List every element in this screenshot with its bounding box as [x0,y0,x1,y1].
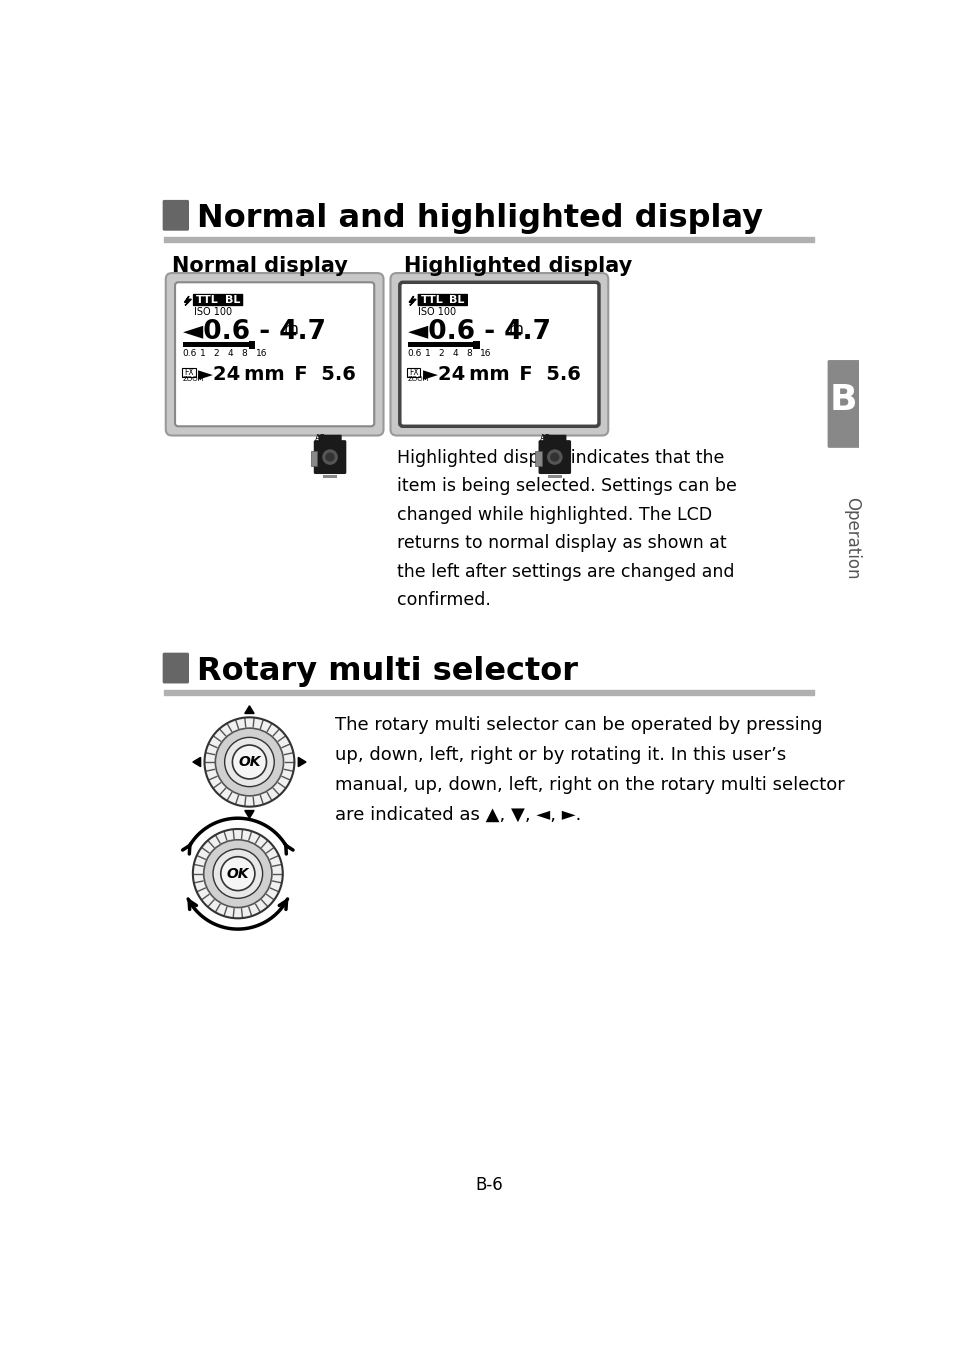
Text: AF: AF [539,434,550,443]
Text: 8: 8 [466,348,472,358]
Text: 2: 2 [438,348,444,358]
FancyBboxPatch shape [318,434,341,445]
Text: Operation: Operation [842,498,861,580]
Text: m: m [508,323,522,338]
Bar [249,340,254,348]
Polygon shape [245,706,253,713]
Bar [547,475,561,477]
Bar [311,451,316,467]
Text: m: m [283,323,298,338]
Text: The rotary multi selector can be operated by pressing
up, down, left, right or b: The rotary multi selector can be operate… [335,716,843,823]
FancyBboxPatch shape [162,200,189,231]
Circle shape [546,449,562,465]
Text: 0.6: 0.6 [183,348,197,358]
Bar [407,343,473,347]
Text: ►24 mm F 5.6: ►24 mm F 5.6 [198,366,355,385]
Polygon shape [409,296,416,305]
FancyBboxPatch shape [174,282,374,426]
Text: 8: 8 [241,348,247,358]
Text: BL: BL [449,295,464,305]
Text: 1: 1 [424,348,430,358]
Circle shape [321,449,338,465]
FancyBboxPatch shape [827,360,860,448]
Text: FX: FX [184,369,193,377]
Circle shape [204,839,272,908]
FancyBboxPatch shape [399,282,598,426]
Text: 16: 16 [480,348,492,358]
Bar [473,340,479,348]
Circle shape [220,857,254,890]
FancyBboxPatch shape [166,273,383,436]
Circle shape [325,452,335,461]
Text: B: B [829,383,857,417]
Polygon shape [245,811,253,818]
Text: Normal display: Normal display [172,256,348,276]
Text: 16: 16 [255,348,267,358]
Circle shape [204,717,294,807]
FancyBboxPatch shape [417,293,447,307]
Circle shape [193,829,282,919]
Text: ISO 100: ISO 100 [193,307,232,317]
Text: ►24 mm F 5.6: ►24 mm F 5.6 [422,366,580,385]
Text: ZOOM: ZOOM [183,377,204,382]
Bar [323,475,336,477]
Text: ◄0.6 - 4.7: ◄0.6 - 4.7 [407,319,550,346]
Circle shape [215,728,283,796]
Text: 4: 4 [228,348,233,358]
Text: TTL: TTL [196,295,219,305]
Text: B-6: B-6 [475,1177,502,1194]
Circle shape [550,452,558,461]
Text: Normal and highlighted display: Normal and highlighted display [196,203,762,234]
FancyBboxPatch shape [390,273,608,436]
Circle shape [224,737,274,787]
Text: 0.6: 0.6 [407,348,421,358]
FancyBboxPatch shape [221,293,243,307]
FancyBboxPatch shape [162,652,189,683]
Text: 2: 2 [213,348,219,358]
Polygon shape [193,757,200,767]
FancyBboxPatch shape [193,293,222,307]
Polygon shape [298,757,306,767]
Text: 4: 4 [452,348,457,358]
Text: ISO 100: ISO 100 [418,307,456,317]
Circle shape [213,849,262,898]
FancyBboxPatch shape [537,440,571,473]
Text: AF: AF [315,434,326,443]
FancyBboxPatch shape [542,434,566,445]
Bar [535,451,541,467]
Text: OK: OK [238,755,260,769]
Polygon shape [184,296,192,305]
Circle shape [233,745,266,779]
FancyBboxPatch shape [446,293,468,307]
Text: TTL: TTL [420,295,443,305]
Text: Highlighted display: Highlighted display [404,256,632,276]
Text: BL: BL [225,295,240,305]
Bar [183,343,249,347]
Text: ZOOM: ZOOM [407,377,429,382]
Text: Rotary multi selector: Rotary multi selector [196,656,578,687]
Text: 1: 1 [199,348,206,358]
Text: OK: OK [227,866,249,881]
FancyBboxPatch shape [314,440,346,473]
Text: FX: FX [409,369,418,377]
Text: ◄0.6 - 4.7: ◄0.6 - 4.7 [183,319,326,346]
Text: Highlighted display indicates that the
item is being selected. Settings can be
c: Highlighted display indicates that the i… [396,449,736,609]
